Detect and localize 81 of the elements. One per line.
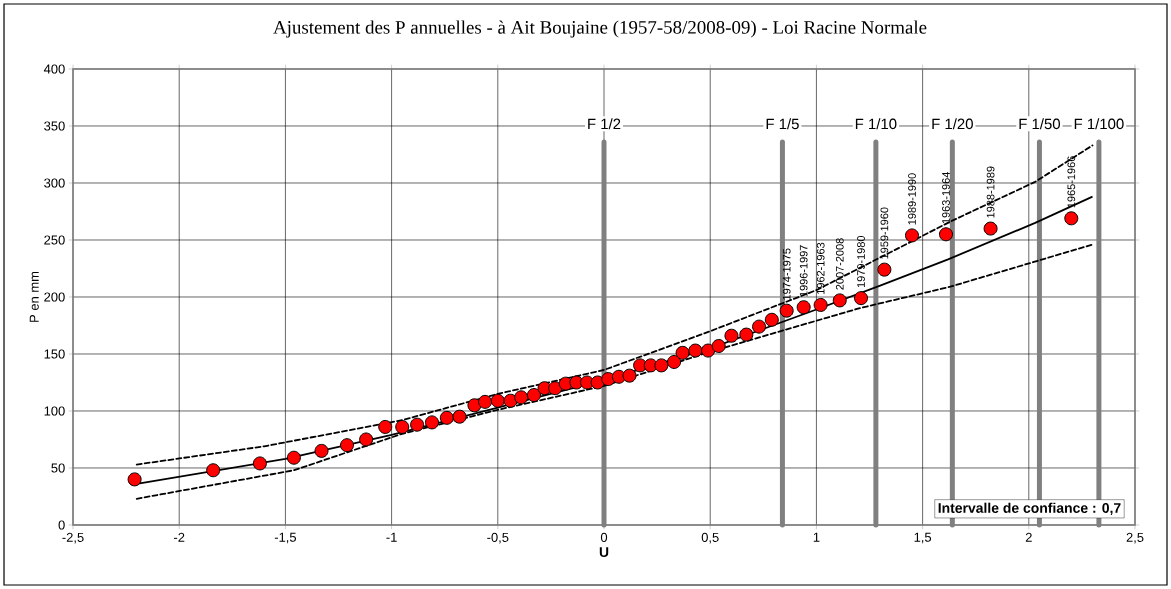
annotation: 1974-1975 bbox=[782, 248, 791, 300]
x-tick-label: -1,5 bbox=[274, 532, 297, 544]
y-axis-title: P en mm bbox=[29, 271, 39, 322]
point bbox=[127, 472, 142, 487]
point bbox=[490, 393, 505, 408]
point bbox=[514, 390, 529, 405]
annotation: Intervalle de confiance : 0,7 bbox=[938, 502, 1121, 515]
ref-line-label: F 1/2 bbox=[588, 118, 621, 130]
point bbox=[378, 419, 393, 434]
y-tick-label: 50 bbox=[51, 463, 65, 473]
annotation: 1959-1960 bbox=[880, 207, 889, 259]
point bbox=[877, 262, 892, 277]
x-tick-label: 2 bbox=[1025, 532, 1032, 542]
point bbox=[983, 221, 998, 236]
x-tick-label: 0,5 bbox=[701, 532, 719, 544]
point bbox=[739, 327, 754, 342]
point bbox=[1064, 211, 1079, 226]
x-axis-title: U bbox=[599, 547, 609, 558]
point bbox=[252, 456, 267, 471]
annotation: 1979-1980 bbox=[857, 235, 865, 288]
y-tick-label: 350 bbox=[44, 121, 65, 131]
ref-line-label: F 1/100 bbox=[1074, 118, 1124, 130]
annotation: 1962-1963 bbox=[816, 242, 825, 294]
ref-line-label: F 1/20 bbox=[932, 118, 973, 130]
point bbox=[206, 463, 221, 478]
point bbox=[467, 398, 482, 413]
point bbox=[904, 228, 919, 243]
point bbox=[752, 319, 767, 334]
chart-title: Ajustement des P annuelles - à Ait Boujaine (1957-58/2008-09) - Loi Racine Normale bbox=[273, 20, 927, 38]
point bbox=[675, 345, 690, 360]
annotation: 1988-1989 bbox=[986, 166, 995, 218]
x-tick-label: -2 bbox=[174, 532, 185, 542]
point bbox=[654, 358, 669, 373]
point bbox=[439, 410, 454, 425]
point bbox=[854, 291, 869, 306]
point bbox=[478, 394, 493, 409]
point bbox=[548, 381, 563, 396]
y-tick-label: 300 bbox=[44, 178, 65, 188]
point bbox=[832, 293, 847, 308]
point bbox=[779, 303, 794, 318]
x-tick-label: 0 bbox=[600, 532, 608, 542]
point bbox=[359, 432, 374, 447]
point bbox=[667, 354, 682, 369]
y-tick-label: 0 bbox=[58, 520, 65, 530]
x-tick-label: -1 bbox=[386, 532, 397, 542]
x-tick-label: -0,5 bbox=[487, 532, 509, 544]
x-tick-label: 1 bbox=[813, 532, 820, 542]
ref-line-label: F 1/5 bbox=[766, 118, 799, 130]
point bbox=[688, 343, 703, 358]
annotation: 1965-1966 bbox=[1067, 156, 1076, 208]
ref-line-label: F 1/50 bbox=[1019, 118, 1061, 130]
point bbox=[938, 227, 953, 242]
y-tick-label: 250 bbox=[44, 235, 65, 245]
x-tick-label: -2,5 bbox=[62, 532, 84, 544]
line-series bbox=[135, 144, 1094, 466]
point bbox=[622, 368, 637, 383]
point bbox=[410, 417, 425, 432]
point bbox=[314, 443, 329, 458]
point bbox=[796, 300, 811, 315]
ref-line-label: F 1/10 bbox=[855, 118, 897, 130]
annotation: 1996-1997 bbox=[799, 245, 808, 297]
point bbox=[526, 388, 541, 403]
annotation: 2007-2008 bbox=[835, 238, 844, 290]
point bbox=[286, 450, 301, 465]
x-tick-label: 1,5 bbox=[914, 532, 932, 544]
point bbox=[395, 419, 410, 434]
point bbox=[813, 297, 828, 312]
point bbox=[764, 312, 779, 327]
point bbox=[724, 328, 739, 343]
point bbox=[340, 438, 355, 453]
point bbox=[452, 409, 467, 424]
point bbox=[424, 415, 439, 430]
x-tick-label: 2,5 bbox=[1126, 532, 1144, 544]
y-tick-label: 150 bbox=[44, 349, 65, 359]
annotation: 1963-1964 bbox=[942, 172, 950, 224]
y-tick-label: 200 bbox=[44, 292, 65, 302]
y-tick-label: 400 bbox=[43, 64, 65, 74]
y-tick-label: 100 bbox=[44, 406, 65, 416]
annotation: 1989-1990 bbox=[908, 173, 916, 225]
point bbox=[701, 343, 716, 358]
point bbox=[711, 339, 726, 353]
